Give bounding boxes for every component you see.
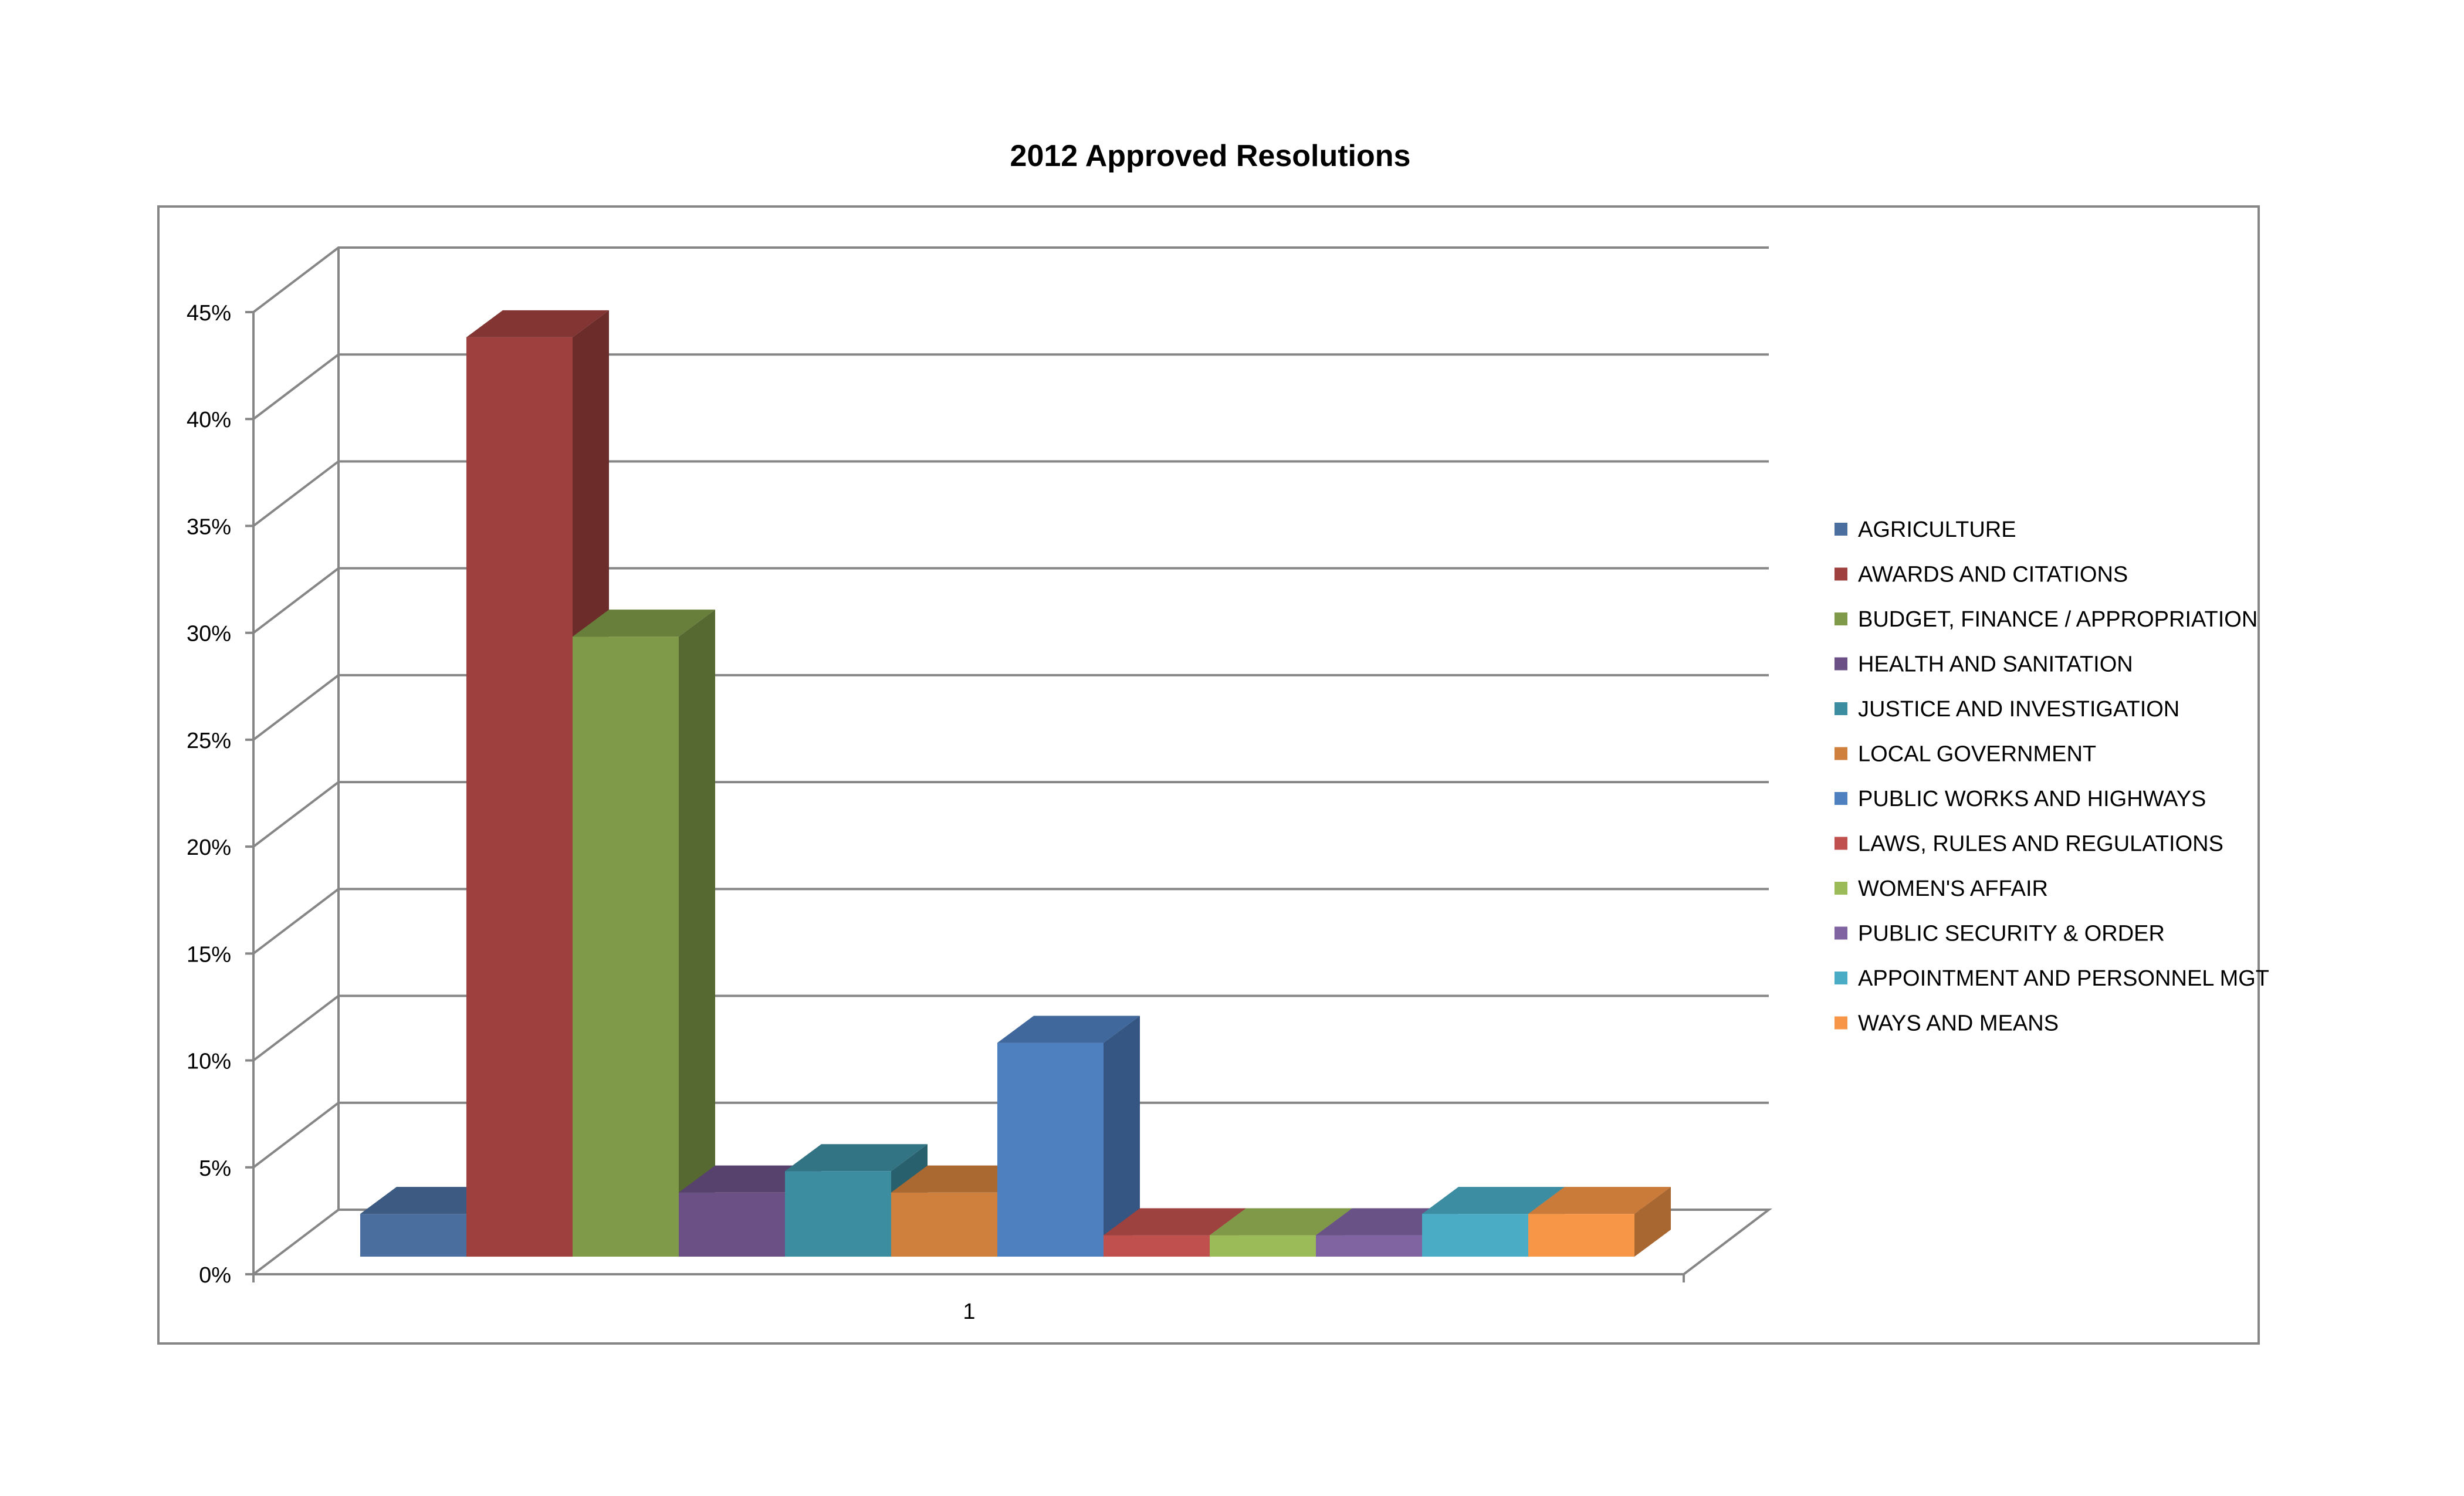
- bar-front: [466, 337, 573, 1257]
- legend-label: JUSTICE AND INVESTIGATION: [1858, 697, 2179, 722]
- legend-label: APPOINTMENT AND PERSONNEL MGT: [1858, 966, 2269, 991]
- bar-front: [785, 1171, 891, 1257]
- x-tick-label: 1: [963, 1299, 975, 1324]
- gridline: [252, 994, 1769, 1062]
- legend-label: WAYS AND MEANS: [1858, 1011, 2059, 1036]
- legend-swatch: [1835, 612, 1847, 625]
- legend-swatch: [1835, 657, 1847, 671]
- bar-front: [1210, 1235, 1316, 1257]
- legend-item: JUSTICE AND INVESTIGATION: [1835, 697, 2179, 722]
- bar-front: [573, 637, 679, 1257]
- bar-side: [1104, 1016, 1140, 1257]
- y-axis: 0% 5% 10% 15% 20% 25% 30% 35% 40% 45%: [187, 301, 253, 1288]
- bar: [997, 1016, 1140, 1257]
- legend-label: AGRICULTURE: [1858, 517, 2016, 542]
- y-tick-label: 40%: [187, 408, 231, 432]
- legend-swatch: [1835, 837, 1847, 850]
- legend-swatch: [1835, 972, 1847, 984]
- legend-label: HEALTH AND SANITATION: [1858, 652, 2133, 677]
- gridline: [252, 460, 1769, 527]
- y-tick-label: 35%: [187, 515, 231, 539]
- bar: [1528, 1187, 1671, 1257]
- legend-swatch: [1835, 523, 1847, 536]
- legend-label: PUBLIC SECURITY & ORDER: [1858, 922, 2165, 946]
- plot-area-border: [157, 205, 2260, 1345]
- bar-front: [679, 1192, 785, 1257]
- bar-front: [1422, 1214, 1528, 1257]
- bar-top: [573, 610, 715, 637]
- y-tick-label: 20%: [187, 835, 231, 860]
- bar-top: [466, 310, 609, 337]
- bar-front: [360, 1214, 466, 1257]
- chart-title: 2012 Approved Resolutions: [1010, 139, 1411, 173]
- legend-swatch: [1835, 882, 1847, 895]
- legend-item: PUBLIC WORKS AND HIGHWAYS: [1835, 787, 2206, 811]
- bar-top: [785, 1144, 928, 1172]
- legend-item: HEALTH AND SANITATION: [1835, 652, 2133, 677]
- bar-top: [1210, 1208, 1352, 1236]
- bar-side: [1634, 1187, 1671, 1257]
- legend-swatch: [1835, 747, 1847, 760]
- legend-label: BUDGET, FINANCE / APPROPRIATION: [1858, 607, 2257, 632]
- x-axis: 1: [252, 1274, 1685, 1324]
- y-tick-label: 30%: [187, 622, 231, 647]
- y-tick-label: 10%: [187, 1050, 231, 1074]
- bar-side: [679, 610, 715, 1257]
- gridline: [252, 567, 1769, 634]
- y-tick-label: 0%: [199, 1263, 231, 1288]
- legend-item: APPOINTMENT AND PERSONNEL MGT: [1835, 966, 2269, 991]
- y-tick-label: 25%: [187, 729, 231, 753]
- legend-item: PUBLIC SECURITY & ORDER: [1835, 922, 2165, 946]
- gridline: [252, 246, 1769, 313]
- y-tick-label: 45%: [187, 301, 231, 326]
- legend-item: WOMEN'S AFFAIR: [1835, 876, 2048, 901]
- legend-label: LOCAL GOVERNMENT: [1858, 742, 2096, 767]
- bar-top: [1422, 1187, 1565, 1214]
- bar-front: [1316, 1235, 1422, 1257]
- legend-swatch: [1835, 702, 1847, 715]
- bar-top: [1104, 1208, 1246, 1236]
- bar-top: [1528, 1187, 1671, 1214]
- legend: AGRICULTURE AWARDS AND CITATIONS BUDGET, F…: [1835, 517, 2269, 1036]
- gridline: [252, 1101, 1769, 1169]
- bar-top: [997, 1016, 1140, 1043]
- y-tick-label: 5%: [199, 1156, 231, 1181]
- bar: [466, 310, 609, 1257]
- bar-front: [1104, 1235, 1210, 1257]
- bar-front: [1528, 1214, 1634, 1257]
- legend-swatch: [1835, 792, 1847, 805]
- legend-label: AWARDS AND CITATIONS: [1858, 563, 2128, 587]
- gridline: [252, 781, 1769, 848]
- legend-item: AWARDS AND CITATIONS: [1835, 563, 2128, 587]
- bar: [573, 610, 715, 1257]
- gridline: [252, 888, 1769, 955]
- legend-swatch: [1835, 567, 1847, 581]
- bar-front: [891, 1192, 997, 1257]
- y-tick-label: 15%: [187, 942, 231, 967]
- legend-item: BUDGET, FINANCE / APPROPRIATION: [1835, 607, 2257, 632]
- legend-label: WOMEN'S AFFAIR: [1858, 876, 2048, 901]
- gridline: [252, 673, 1769, 741]
- legend-swatch: [1835, 1016, 1847, 1030]
- legend-item: LOCAL GOVERNMENT: [1835, 742, 2096, 767]
- legend-label: LAWS, RULES AND REGULATIONS: [1858, 832, 2223, 857]
- gridlines: [252, 246, 1769, 1275]
- legend-label: PUBLIC WORKS AND HIGHWAYS: [1858, 787, 2206, 811]
- legend-item: AGRICULTURE: [1835, 517, 2016, 542]
- bar-front: [997, 1043, 1104, 1257]
- legend-swatch: [1835, 926, 1847, 940]
- gridline: [252, 353, 1769, 420]
- legend-item: WAYS AND MEANS: [1835, 1011, 2059, 1036]
- legend-item: LAWS, RULES AND REGULATIONS: [1835, 832, 2223, 857]
- bars: [360, 310, 1671, 1257]
